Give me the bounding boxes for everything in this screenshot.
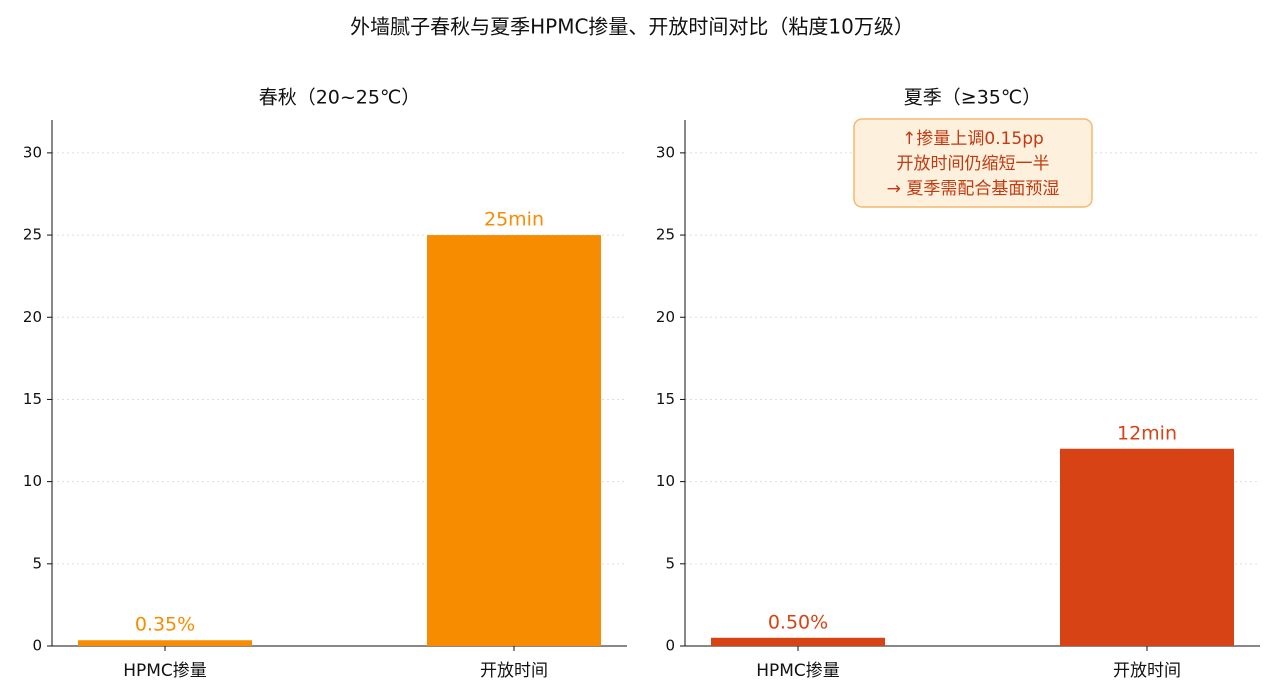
value-label: 0.35% bbox=[135, 614, 195, 636]
y-tick-label: 20 bbox=[656, 308, 675, 326]
y-tick-label: 10 bbox=[23, 472, 42, 490]
bar bbox=[427, 235, 601, 646]
y-tick-label: 15 bbox=[656, 390, 675, 408]
y-tick-label: 25 bbox=[23, 226, 42, 244]
y-tick-label: 30 bbox=[23, 143, 42, 161]
x-tick-label: HPMC掺量 bbox=[756, 661, 840, 681]
x-tick-label: 开放时间 bbox=[1113, 661, 1181, 681]
axes-title: 夏季（≥35℃） bbox=[904, 87, 1041, 109]
bar bbox=[711, 637, 885, 646]
value-label: 25min bbox=[484, 209, 544, 231]
bar bbox=[78, 640, 252, 646]
y-tick-label: 30 bbox=[656, 143, 675, 161]
y-tick-label: 15 bbox=[23, 390, 42, 408]
annotation-box bbox=[853, 118, 1093, 208]
value-label: 0.50% bbox=[768, 611, 828, 633]
y-tick-label: 20 bbox=[23, 308, 42, 326]
y-tick-label: 5 bbox=[32, 554, 42, 572]
y-tick-label: 0 bbox=[32, 637, 42, 655]
x-tick-label: 开放时间 bbox=[480, 661, 548, 681]
annotation-text: → 夏季需配合基面预湿 bbox=[887, 179, 1060, 199]
y-tick-label: 10 bbox=[656, 472, 675, 490]
x-tick-label: HPMC掺量 bbox=[123, 661, 207, 681]
y-tick-label: 0 bbox=[665, 637, 675, 655]
annotation-text: 开放时间仍缩短一半 bbox=[897, 154, 1050, 174]
axes-title: 春秋（20~25℃） bbox=[259, 87, 421, 109]
figure-title: 外墙腻子春秋与夏季HPMC掺量、开放时间对比（粘度10万级） bbox=[350, 15, 914, 39]
annotation-text: ↑掺量上调0.15pp bbox=[902, 129, 1044, 149]
y-tick-label: 5 bbox=[665, 554, 675, 572]
value-label: 12min bbox=[1117, 422, 1177, 444]
bar bbox=[1060, 448, 1234, 646]
y-tick-label: 25 bbox=[656, 226, 675, 244]
